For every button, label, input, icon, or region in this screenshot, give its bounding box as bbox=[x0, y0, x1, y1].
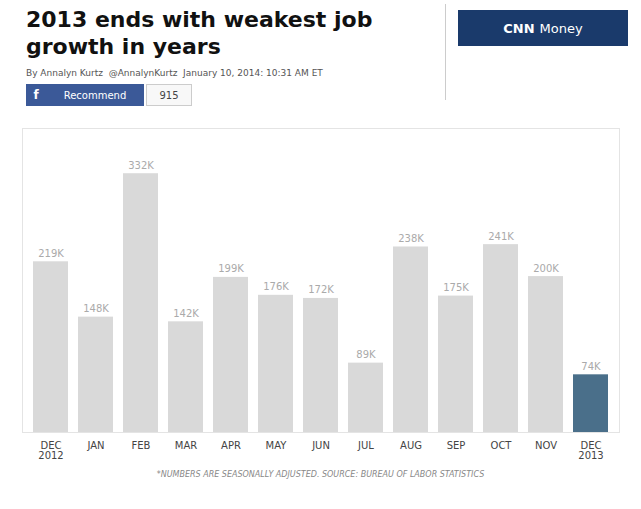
html-text:2013 ends with weakest job gro: 2013 ends with weakest job growth in yea… bbox=[26, 7, 373, 59]
svg-text:89K: 89K bbox=[356, 349, 376, 360]
svg-text:MAY: MAY bbox=[266, 440, 288, 451]
html-text:f: f bbox=[33, 88, 39, 102]
svg-text:OCT: OCT bbox=[491, 440, 513, 451]
svg-text:APR: APR bbox=[221, 440, 241, 451]
svg-text:241K: 241K bbox=[488, 231, 514, 242]
html-text:*NUMBERS ARE SEASONALLY ADJUST: *NUMBERS ARE SEASONALLY ADJUSTED. SOURCE… bbox=[156, 470, 485, 479]
svg-text:FEB: FEB bbox=[132, 440, 151, 451]
svg-text:142K: 142K bbox=[173, 308, 199, 319]
svg-text:172K: 172K bbox=[308, 284, 334, 295]
svg-text:JUN: JUN bbox=[311, 440, 330, 451]
html-text:CNN Money: CNN Money bbox=[503, 20, 583, 36]
svg-text:MAR: MAR bbox=[175, 440, 197, 451]
svg-text:200K: 200K bbox=[533, 263, 559, 274]
svg-text:176K: 176K bbox=[263, 281, 289, 292]
svg-text:AUG: AUG bbox=[400, 440, 422, 451]
svg-text:148K: 148K bbox=[83, 303, 109, 314]
svg-text:219K: 219K bbox=[38, 248, 64, 259]
svg-text:74K: 74K bbox=[581, 361, 601, 372]
svg-text:JUL: JUL bbox=[357, 440, 374, 451]
svg-text:199K: 199K bbox=[218, 263, 244, 274]
svg-text:238K: 238K bbox=[398, 233, 424, 244]
svg-text:SEP: SEP bbox=[447, 440, 466, 451]
html-text:915: 915 bbox=[159, 89, 179, 101]
svg-text:JAN: JAN bbox=[86, 440, 104, 451]
svg-text:DEC2013: DEC2013 bbox=[578, 440, 603, 461]
svg-text:175K: 175K bbox=[443, 282, 469, 293]
svg-text:332K: 332K bbox=[128, 160, 154, 171]
svg-text:DEC2012: DEC2012 bbox=[38, 440, 63, 461]
svg-text:NOV: NOV bbox=[535, 440, 557, 451]
html-text:By Annalyn Kurtz @AnnalynKurtz: By Annalyn Kurtz @AnnalynKurtz January 1… bbox=[26, 68, 323, 78]
html-text:Recommend: Recommend bbox=[63, 89, 127, 101]
